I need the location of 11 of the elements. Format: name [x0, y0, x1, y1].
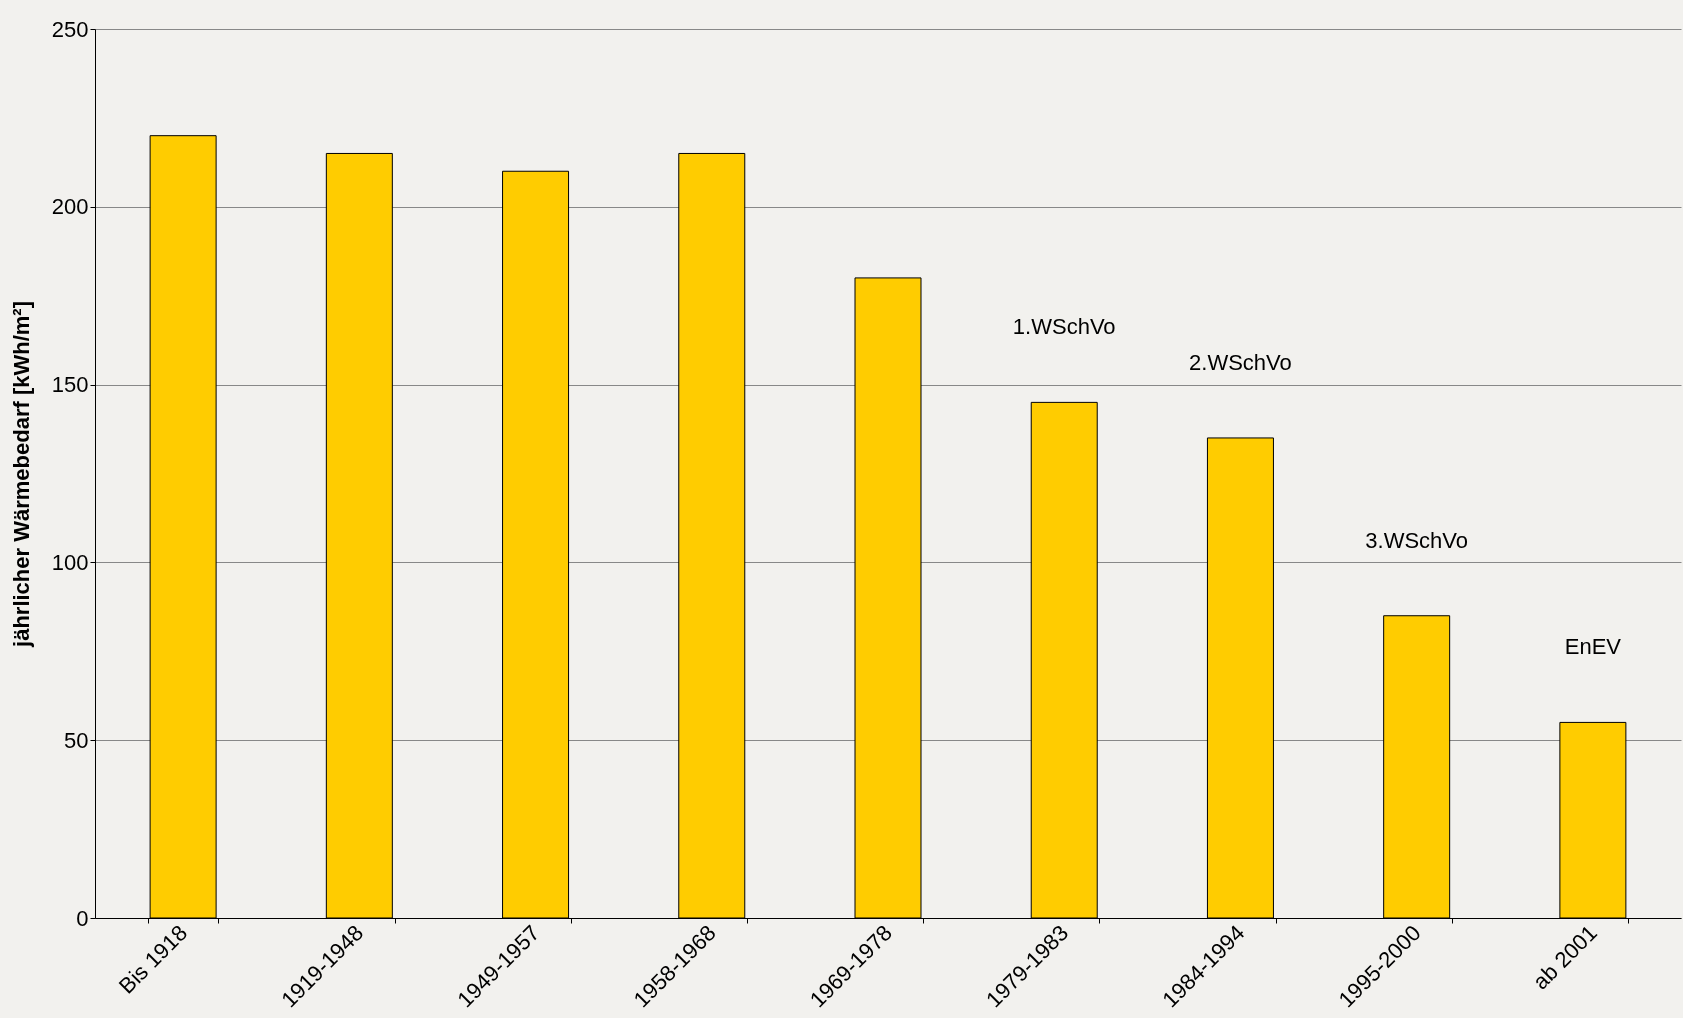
annotation: EnEV: [1564, 634, 1622, 660]
annotation: 3.WSchVo: [1365, 527, 1469, 553]
y-tick-label: 50: [64, 727, 89, 753]
annotation: 1.WSchVo: [1012, 314, 1116, 340]
y-axis-title: jährlicher Wärmebedarf [kWh/m²]: [8, 301, 34, 648]
y-tick-label: 100: [51, 549, 89, 575]
y-tick-label: 250: [51, 16, 89, 42]
annotation: 2.WSchVo: [1189, 349, 1292, 375]
y-tick-label: 0: [76, 905, 89, 931]
y-tick-label: 150: [51, 372, 89, 398]
y-tick-label: 200: [51, 194, 89, 220]
